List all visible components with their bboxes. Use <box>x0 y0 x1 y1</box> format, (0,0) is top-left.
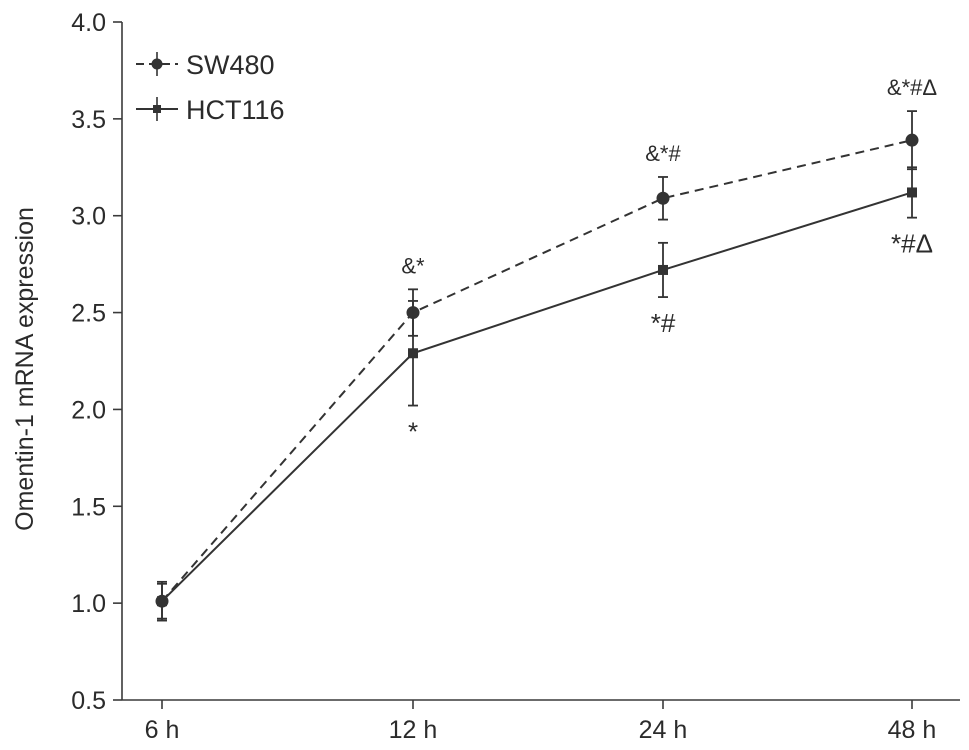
legend-item-hct116: HCT116 <box>136 95 285 125</box>
y-tick-label: 4.0 <box>71 9 106 37</box>
series-sw480: &* &*# &*#Δ <box>155 75 937 622</box>
data-point <box>408 348 418 359</box>
data-point <box>656 191 670 205</box>
data-point <box>907 187 917 198</box>
y-tick-label: 3.0 <box>71 203 106 231</box>
y-axis-label: Omentin-1 mRNA expression <box>11 207 39 531</box>
significance-annotation: &*# <box>645 141 681 166</box>
series-line <box>161 139 913 602</box>
legend-marker <box>153 105 161 113</box>
series-line <box>161 191 913 602</box>
x-axis: 6 h 12 h 24 h 48 h <box>122 699 960 744</box>
x-tick-label: 6 h <box>145 716 180 744</box>
legend-marker <box>151 58 163 70</box>
x-tick-label: 48 h <box>888 716 937 744</box>
y-tick-label: 0.5 <box>71 687 106 715</box>
y-tick-label: 2.0 <box>71 396 106 424</box>
significance-annotation: *#Δ <box>891 229 933 259</box>
legend-label: SW480 <box>186 50 275 80</box>
significance-annotation: *# <box>651 308 676 338</box>
legend-item-sw480: SW480 <box>136 50 275 80</box>
significance-annotation: * <box>408 417 418 447</box>
y-tick-label: 1.5 <box>71 493 106 521</box>
x-tick-label: 12 h <box>389 716 438 744</box>
legend: SW480 HCT116 <box>136 50 285 125</box>
legend-label: HCT116 <box>186 95 285 125</box>
y-tick-label: 2.5 <box>71 300 106 328</box>
series-hct116: * *# *#Δ <box>157 166 933 620</box>
significance-annotation: &*#Δ <box>887 75 937 100</box>
y-tick-label: 3.5 <box>71 106 106 134</box>
series-lines: &* &*# &*#Δ * *# *#Δ <box>155 75 937 622</box>
x-tick-label: 24 h <box>639 716 688 744</box>
data-point <box>157 596 167 607</box>
y-tick-label: 1.0 <box>71 590 106 618</box>
data-point <box>905 133 919 147</box>
significance-annotation: &* <box>401 253 425 278</box>
data-point <box>658 264 668 275</box>
y-axis: 0.5 1.0 1.5 2.0 2.5 3.0 3.5 4.0 <box>71 9 123 715</box>
